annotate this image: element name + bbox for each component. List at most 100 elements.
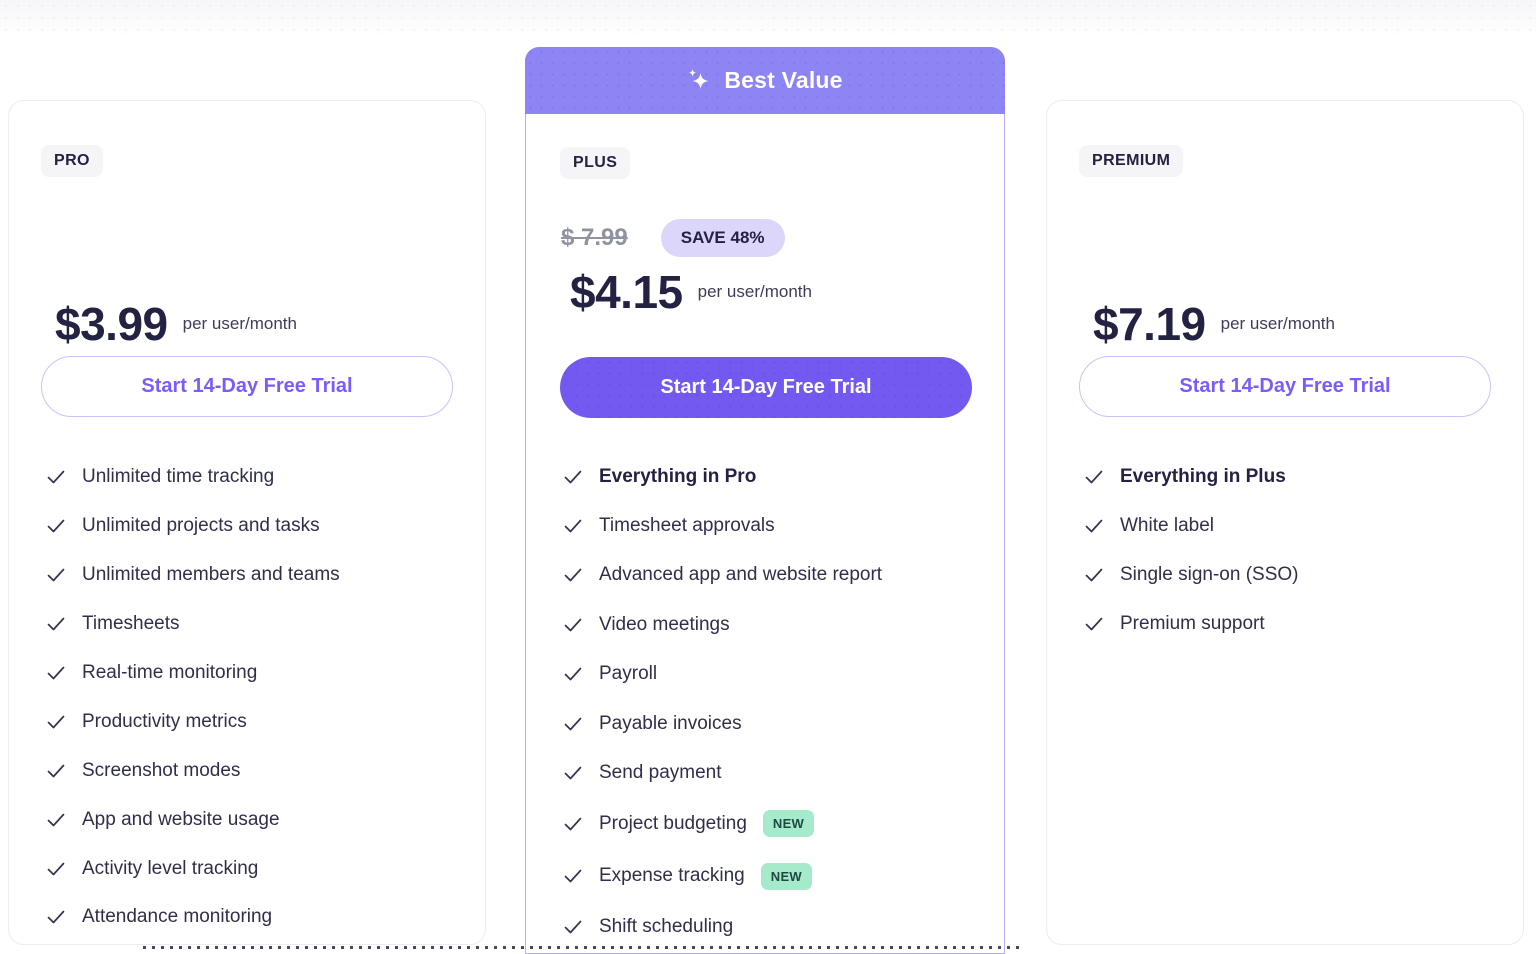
feature-label: Shift scheduling: [599, 916, 734, 938]
price-plus: $4.15: [570, 266, 683, 318]
check-icon: [564, 569, 582, 582]
check-icon: [564, 470, 582, 484]
feature-item: Screenshot modes: [47, 746, 465, 795]
check-icon: [564, 870, 582, 883]
feature-label: Screenshot modes: [82, 759, 241, 781]
price-period-plus: per user/month: [697, 282, 812, 301]
feature-item: Attendance monitoring: [47, 893, 465, 942]
plan-badge-pro: PRO: [41, 145, 103, 177]
check-icon: [47, 568, 65, 582]
new-badge: NEW: [762, 810, 815, 838]
check-icon: [564, 667, 582, 681]
price-premium: $7.19: [1093, 298, 1206, 350]
pricing-card-plus-body: PLUS $ 7.99 SAVE 48% $4.15 per user/mont…: [525, 114, 1005, 954]
feature-label: Activity level tracking: [82, 857, 259, 879]
feature-label: Everything in Plus: [1120, 466, 1286, 488]
feature-item: Payable invoices: [564, 699, 984, 748]
free-trial-button-plus[interactable]: Start 14-Day Free Trial: [560, 357, 972, 418]
check-icon: [47, 715, 65, 729]
check-icon: [47, 764, 65, 778]
pricing-card-pro: PRO $3.99 per user/month Start 14-Day Fr…: [8, 100, 486, 945]
feature-item: Premium support: [1085, 600, 1503, 649]
feature-label: Advanced app and website report: [599, 564, 883, 586]
pricing-card-plus: Best Value PLUS $ 7.99 SAVE 48% $4.15 pe…: [525, 47, 1005, 954]
feature-item: Shift scheduling: [564, 903, 984, 952]
save-badge: SAVE 48%: [660, 219, 785, 257]
feature-label: Video meetings: [599, 613, 730, 635]
feature-label: Attendance monitoring: [82, 906, 273, 928]
feature-label: Premium support: [1120, 613, 1265, 635]
feature-list-plus: Everything in Pro Timesheet approvals Ad…: [564, 452, 984, 952]
best-value-label: Best Value: [724, 67, 843, 93]
feature-label: Unlimited members and teams: [82, 564, 340, 586]
check-icon: [564, 766, 582, 780]
feature-item: Unlimited members and teams: [47, 551, 465, 600]
pricing-card-premium: PREMIUM $7.19 per user/month Start 14-Da…: [1046, 100, 1524, 945]
feature-list-pro: Unlimited time tracking Unlimited projec…: [47, 453, 465, 942]
check-icon: [1085, 568, 1103, 582]
discount-row: $ 7.99 SAVE 48%: [561, 218, 785, 258]
feature-label: Unlimited projects and tasks: [82, 515, 320, 537]
original-price: $ 7.99: [561, 224, 628, 251]
feature-label: White label: [1120, 515, 1214, 537]
feature-label: App and website usage: [82, 808, 280, 830]
check-icon: [564, 817, 582, 831]
price-row-premium: $7.19 per user/month: [1093, 297, 1335, 351]
feature-item: Unlimited time tracking: [47, 453, 465, 502]
check-icon: [47, 666, 65, 680]
bottom-dotted-divider: [143, 946, 1020, 949]
feature-item: Expense tracking NEW: [564, 850, 984, 903]
feature-item: Video meetings: [564, 600, 984, 649]
check-icon: [47, 519, 65, 533]
check-icon: [47, 813, 65, 827]
check-icon: [1085, 519, 1103, 533]
check-icon: [47, 862, 65, 875]
check-icon: [1085, 471, 1103, 484]
check-icon: [47, 471, 65, 484]
price-pro: $3.99: [55, 298, 168, 350]
feature-label: Productivity metrics: [82, 710, 247, 732]
feature-item: White label: [1085, 502, 1503, 551]
feature-item: Activity level tracking: [47, 844, 465, 893]
check-icon: [564, 921, 582, 934]
feature-label: Timesheet approvals: [599, 515, 775, 537]
feature-label: Unlimited time tracking: [82, 466, 275, 488]
feature-label: Single sign-on (SSO): [1120, 564, 1299, 586]
new-badge: NEW: [760, 862, 812, 890]
feature-item: Send payment: [564, 748, 984, 797]
feature-item: Single sign-on (SSO): [1085, 551, 1503, 600]
feature-label: Expense tracking: [599, 865, 745, 887]
check-icon: [1085, 617, 1103, 631]
page-top-gradient: [0, 0, 1536, 36]
free-trial-button-premium[interactable]: Start 14-Day Free Trial: [1079, 356, 1491, 417]
price-period-pro: per user/month: [182, 314, 297, 333]
feature-item: Advanced app and website report: [564, 551, 984, 600]
feature-list-premium: Everything in Plus White label Single si…: [1085, 453, 1503, 649]
price-row-plus: $4.15 per user/month: [570, 265, 812, 319]
check-icon: [564, 618, 582, 632]
feature-label: Payroll: [599, 663, 658, 685]
sparkle-icon: [689, 68, 709, 89]
feature-item: Unlimited projects and tasks: [47, 502, 465, 551]
feature-label: Timesheets: [82, 613, 180, 635]
feature-item: Timesheets: [47, 600, 465, 649]
feature-item: Everything in Pro: [564, 452, 984, 501]
feature-label: Real-time monitoring: [82, 662, 258, 683]
feature-label: Payable invoices: [599, 712, 742, 734]
plan-badge-plus: PLUS: [560, 147, 631, 179]
feature-label: Project budgeting: [599, 812, 747, 834]
price-period-premium: per user/month: [1220, 314, 1335, 333]
check-icon: [47, 617, 65, 631]
check-icon: [47, 911, 65, 924]
feature-item: Payroll: [564, 650, 984, 699]
feature-label: Everything in Pro: [599, 465, 757, 487]
free-trial-button-pro[interactable]: Start 14-Day Free Trial: [41, 356, 453, 417]
feature-item: Real-time monitoring: [47, 649, 465, 698]
feature-item: Project budgeting NEW: [564, 798, 984, 851]
check-icon: [564, 717, 582, 730]
plan-badge-premium: PREMIUM: [1079, 145, 1184, 177]
feature-item: Timesheet approvals: [564, 501, 984, 550]
check-icon: [564, 519, 582, 533]
feature-label: Send payment: [599, 762, 722, 784]
feature-item: Productivity metrics: [47, 697, 465, 746]
